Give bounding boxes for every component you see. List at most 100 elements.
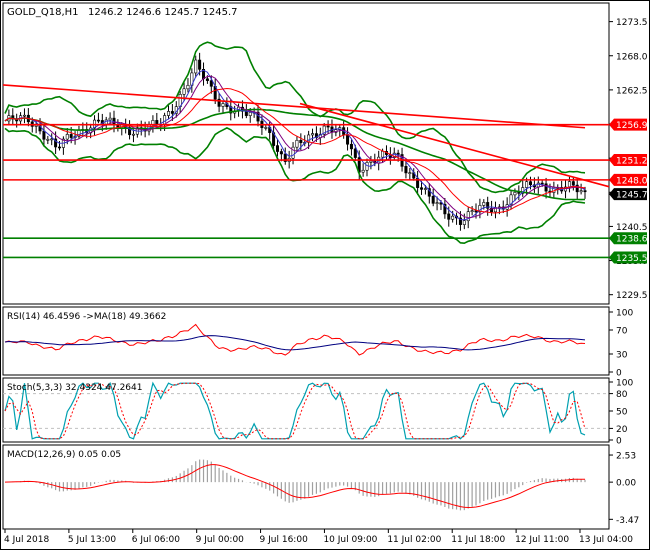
- rsi-tick-label: 30: [616, 351, 628, 361]
- macd-signal-line: [4, 464, 586, 509]
- price-tag-box: [609, 188, 647, 201]
- candle-body: [283, 153, 287, 162]
- candle-body: [365, 162, 369, 171]
- price-tag-label: 1251.2: [616, 157, 648, 167]
- candle-body: [194, 59, 198, 74]
- macd-tick-label: -3.47: [616, 516, 639, 526]
- stoch-label: Stoch(5,3,3) 32.4324 47.2641: [7, 383, 142, 393]
- candle-body: [443, 203, 447, 215]
- candle-body: [198, 59, 202, 70]
- time-tick-label: 11 Jul 18:00: [451, 535, 505, 545]
- stoch-tick-label: 80: [616, 390, 628, 400]
- candle-body: [435, 202, 439, 204]
- candle-body: [525, 181, 529, 188]
- time-tick-label: 9 Jul 00:00: [196, 535, 245, 545]
- candle-body: [544, 183, 548, 192]
- bollinger-middle: [4, 108, 586, 201]
- price-panel-content: [2, 41, 610, 259]
- candle-body: [275, 145, 279, 152]
- candle-body: [299, 139, 303, 144]
- time-tick-label: 11 Jul 02:00: [387, 535, 441, 545]
- candle-body: [108, 117, 112, 121]
- candle-body: [22, 114, 26, 117]
- candle-body: [96, 119, 100, 122]
- candle-body: [470, 210, 474, 212]
- price-tag-box: [609, 154, 647, 167]
- price-panel-border: [2, 2, 610, 305]
- stoch-signal-line: [4, 382, 586, 440]
- price-tag-box: [609, 118, 647, 131]
- candle-body: [361, 169, 365, 173]
- candle-body: [221, 103, 225, 107]
- candle-body: [447, 213, 451, 220]
- price-tick-label: 1273.5: [616, 18, 648, 28]
- rsi-panel[interactable]: RSI(14) 46.4596 ->MA(18) 49.3662 100 70 30…: [2, 306, 633, 379]
- candle-body: [291, 146, 295, 159]
- candle-body: [244, 110, 248, 116]
- rsi-tick-label: 0: [616, 369, 622, 379]
- candle-body: [42, 130, 46, 140]
- price-tag: 1251.2: [609, 154, 648, 167]
- candle-body: [166, 111, 170, 116]
- price-panel[interactable]: GOLD_Q18,H1 1246.2 1246.6 1245.7 1245.7 …: [2, 2, 648, 305]
- rsi-line: [4, 323, 586, 356]
- price-tag: 1245.7: [609, 188, 648, 201]
- time-axis: 4 Jul 2018 5 Jul 13:00 6 Jul 06:00 9 Jul 00…: [4, 529, 633, 545]
- ohlc-readout: 1246.2 1246.6 1245.7 1245.7: [88, 7, 238, 18]
- candle-body: [46, 138, 50, 141]
- candle-body: [311, 133, 315, 136]
- candle-body: [490, 208, 494, 213]
- time-tick-label: 6 Jul 06:00: [132, 535, 181, 545]
- candle-body: [322, 125, 326, 135]
- price-tag-label: 1235.5: [616, 254, 648, 264]
- macd-panel-content: [4, 459, 586, 511]
- candle-body: [540, 182, 544, 185]
- macd-panel[interactable]: MACD(12,26,9) 0.05 0.05 2.53 0.00 -3.47: [2, 444, 639, 530]
- candle-body: [482, 202, 486, 206]
- stoch-panel-content: [3, 381, 609, 440]
- candle-body: [575, 184, 579, 193]
- candle-body: [217, 98, 221, 107]
- macd-tick-label: 2.53: [616, 452, 636, 462]
- candle-body: [571, 181, 575, 186]
- candle-body: [349, 143, 353, 150]
- candle-body: [529, 181, 533, 186]
- price-tag-label: 1248.0: [616, 176, 648, 186]
- candle-body: [466, 211, 470, 222]
- candle-body: [462, 220, 466, 225]
- price-tag: 1235.5: [609, 251, 648, 264]
- candle-body: [182, 88, 186, 95]
- time-tick-label: 5 Jul 13:00: [68, 535, 117, 545]
- candle-body: [326, 125, 330, 128]
- symbol-title: GOLD_Q18,H1: [7, 7, 79, 18]
- price-tag-label: 1245.7: [616, 191, 648, 201]
- candle-body: [517, 192, 521, 194]
- candle-body: [420, 187, 424, 190]
- price-tick-label: 1268.0: [616, 52, 648, 62]
- candle-body: [229, 106, 233, 114]
- ma-slow: [4, 87, 586, 214]
- candle-body: [209, 80, 213, 87]
- bollinger-upper: [4, 41, 586, 194]
- rsi-tick-label: 70: [616, 327, 628, 337]
- candle-body: [583, 190, 587, 193]
- price-tag: 1256.9: [609, 118, 648, 131]
- price-tag: 1238.6: [609, 232, 648, 245]
- candle-body: [486, 202, 490, 209]
- trendline-upper: [2, 84, 586, 129]
- macd-axis: 2.53 0.00 -3.47: [609, 452, 639, 526]
- macd-label: MACD(12,26,9) 0.05 0.05: [7, 450, 121, 460]
- candle-body: [474, 210, 478, 213]
- stoch-tick-label: 50: [616, 408, 628, 418]
- rsi-ma-line: [4, 335, 586, 351]
- price-tag-label: 1256.9: [616, 121, 648, 131]
- stoch-tick-label: 100: [616, 379, 633, 389]
- candle-body: [155, 120, 159, 125]
- time-tick-label: 9 Jul 16:00: [260, 535, 309, 545]
- candle-body: [381, 151, 385, 158]
- ma-fast: [4, 69, 586, 221]
